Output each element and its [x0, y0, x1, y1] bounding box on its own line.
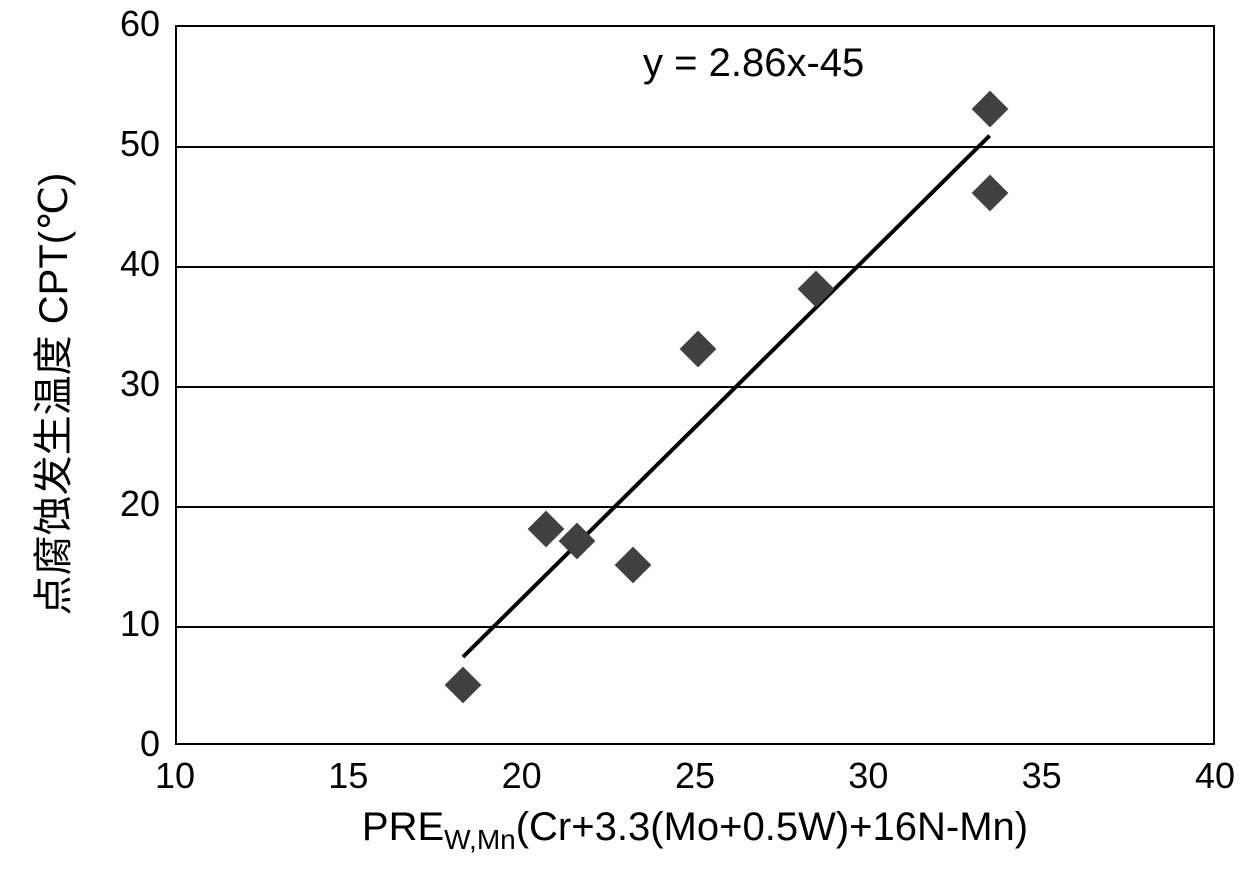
y-tick-label: 50 — [100, 123, 160, 165]
gridline — [177, 506, 1213, 508]
trendline-equation: y = 2.86x-45 — [643, 41, 864, 86]
x-axis-label: PREW,Mn(Cr+3.3(Mo+0.5W)+16N-Mn) — [175, 805, 1215, 856]
x-tick-label: 15 — [308, 755, 388, 797]
x-tick-label: 40 — [1175, 755, 1240, 797]
gridline — [177, 386, 1213, 388]
x-tick-label: 10 — [135, 755, 215, 797]
y-tick-label: 40 — [100, 243, 160, 285]
gridline — [177, 146, 1213, 148]
y-tick-label: 20 — [100, 483, 160, 525]
gridline — [177, 626, 1213, 628]
plot-area — [175, 25, 1215, 745]
chart-container: 点腐蚀发生温度 CPT(℃) PREW,Mn(Cr+3.3(Mo+0.5W)+1… — [0, 0, 1240, 889]
y-tick-label: 10 — [100, 603, 160, 645]
x-tick-label: 25 — [655, 755, 735, 797]
y-tick-label: 30 — [100, 363, 160, 405]
x-tick-label: 20 — [482, 755, 562, 797]
x-tick-label: 30 — [828, 755, 908, 797]
y-tick-label: 60 — [100, 3, 160, 45]
gridline — [177, 266, 1213, 268]
y-axis-label: 点腐蚀发生温度 CPT(℃) — [21, 144, 79, 644]
x-tick-label: 35 — [1002, 755, 1082, 797]
